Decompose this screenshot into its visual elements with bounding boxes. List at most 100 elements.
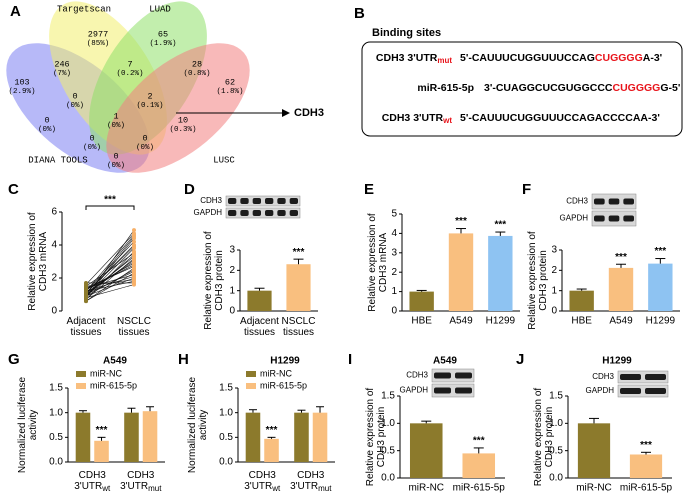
y-tick-label: 0 [51, 306, 57, 317]
legend-swatch [76, 371, 86, 377]
bar [488, 235, 513, 311]
bar [577, 423, 611, 478]
region-percent: (0.8%) [183, 70, 210, 78]
y-tick-label: 0.5 [219, 432, 233, 443]
blot-band [645, 388, 666, 394]
point [132, 261, 136, 266]
pair-line [85, 234, 135, 292]
row-subscript: mut [437, 56, 452, 65]
sequence: 5'-CAUUUCUGGUUUCCAGCUGGGGA-3' [460, 52, 662, 64]
y-tick-label: 1 [229, 285, 235, 296]
y-axis-label: Normalized luciferaseactivity [17, 376, 39, 473]
pair-line [85, 229, 135, 298]
bar [75, 412, 91, 462]
region-percent: (0.3%) [169, 126, 196, 134]
region-count: 65 [158, 29, 168, 39]
significance: *** [494, 220, 506, 231]
chart-title: A549 [103, 356, 127, 367]
blot-label: GAPDH [560, 214, 589, 223]
point [132, 271, 136, 276]
blot-band [265, 198, 274, 204]
text-line: Normalized luciferase [17, 376, 28, 473]
y-tick-label: 1.5 [549, 391, 563, 402]
y-axis-label: Relative expression ofCDH3 mRNA [367, 213, 389, 312]
text-line: Relative expression of [203, 231, 214, 330]
y-tick-label: 0.5 [49, 432, 63, 443]
point [132, 236, 136, 241]
y-tick-label: 1.0 [219, 407, 233, 418]
sequence-part: CUGGGG [595, 52, 643, 64]
y-tick-label: 1.5 [381, 391, 395, 402]
y-tick-label: 0.5 [381, 445, 395, 456]
point [132, 244, 136, 249]
text-line: tissues [283, 327, 314, 338]
bar [247, 290, 272, 311]
blot-band [434, 372, 451, 379]
panel-letter: J [516, 351, 524, 368]
blot-band [594, 198, 605, 205]
x-tick-label: miR-NC [408, 483, 444, 494]
x-tick-label: H1299 [646, 316, 676, 327]
y-tick-label: 0 [391, 306, 397, 317]
y-tick-label: 2 [51, 273, 57, 284]
region-percent: (0%) [38, 126, 56, 134]
blot-band [228, 210, 237, 216]
bar [294, 412, 309, 462]
pair-line [85, 274, 135, 289]
blot-band [623, 198, 634, 205]
pair-line [85, 266, 135, 289]
blot-strip [225, 195, 301, 207]
region-count: 246 [54, 59, 69, 69]
region-count: 2 [147, 91, 152, 101]
y-axis-label: Relative expression ofCDH3 protein [203, 231, 225, 330]
bar [462, 453, 496, 478]
region-count: 62 [225, 77, 235, 87]
region-percent: (1.9%) [149, 40, 176, 48]
point [132, 239, 136, 244]
region-count: 103 [14, 77, 29, 87]
text-line: CDH3 protein [214, 250, 225, 311]
set-label: DIANA TOOLS [28, 155, 87, 165]
region-percent: (7%) [53, 70, 71, 78]
text-line: CDH3 mRNA [378, 232, 389, 292]
bar [569, 290, 594, 311]
y-axis-label: Relative expression ofCDH3 protein [365, 388, 387, 487]
region-count: 1 [113, 111, 118, 121]
bar [312, 412, 328, 462]
x-tick-label: HBE [411, 316, 432, 327]
region-count: 0 [142, 133, 147, 143]
chart-title: H1299 [602, 356, 632, 367]
region-percent: (0%) [83, 144, 101, 152]
significance: *** [293, 247, 305, 258]
text-line: Normalized luciferase [187, 376, 198, 473]
point [132, 280, 136, 285]
set-label: LUAD [149, 4, 171, 14]
text-line: tissues [244, 327, 275, 338]
y-tick-label: 3 [551, 245, 557, 256]
y-tick-label: 0.0 [381, 473, 395, 484]
y-tick-label: 3 [391, 247, 397, 258]
point [132, 233, 136, 238]
legend-label: miR-NC [260, 368, 292, 378]
y-axis-label: Relative expression ofCDH3 protein [533, 388, 555, 487]
point [84, 299, 88, 304]
text-line: NSCLC [282, 316, 316, 327]
x-tick-label: miR-615-5p [453, 483, 506, 494]
blot-label: GAPDH [400, 386, 429, 395]
text-line: Relative expression of [533, 388, 544, 487]
x-tick-label: HBE [571, 316, 592, 327]
blot-label: CDH3 [200, 196, 222, 205]
blot-band [620, 388, 641, 394]
legend-swatch [246, 383, 256, 389]
text-line: CDH3 protein [538, 250, 549, 311]
x-tick-label: NSCLC tissues [117, 316, 151, 338]
y-tick-label: 0.5 [549, 445, 563, 456]
blot-band [645, 374, 666, 380]
panel-letter: E [364, 181, 374, 198]
blot-band [265, 210, 274, 216]
y-tick-label: 0.0 [219, 457, 233, 468]
region-count: 10 [178, 115, 188, 125]
panel-letter: D [184, 181, 195, 198]
y-tick-label: 3 [229, 245, 235, 256]
